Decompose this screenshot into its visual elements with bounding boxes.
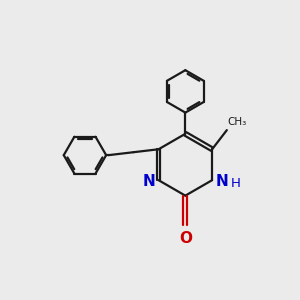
Text: H: H — [230, 177, 240, 190]
Text: O: O — [179, 231, 192, 246]
Text: N: N — [216, 174, 228, 189]
Text: N: N — [142, 174, 155, 189]
Text: CH₃: CH₃ — [228, 117, 247, 127]
